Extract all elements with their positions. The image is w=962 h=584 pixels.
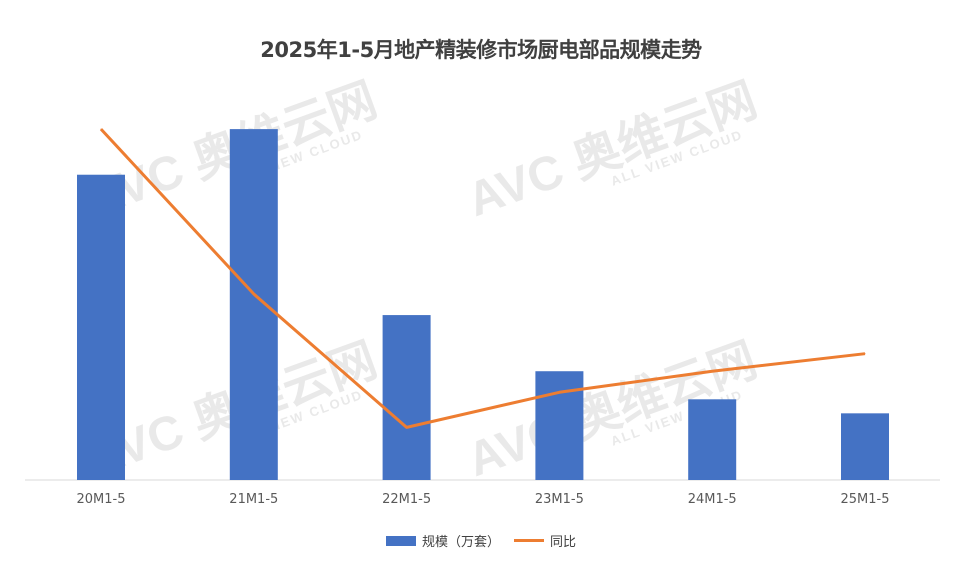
bar <box>229 129 278 480</box>
bar <box>535 371 584 480</box>
line-point <box>406 426 408 428</box>
line-point <box>100 128 102 130</box>
bar <box>841 413 889 480</box>
legend-label-bar: 规模（万套） <box>421 535 500 550</box>
x-tick-label: 21M1-5 <box>229 492 278 507</box>
x-tick-label: 20M1-5 <box>77 492 126 507</box>
x-tick-label: 24M1-5 <box>688 492 737 507</box>
bar <box>77 174 125 481</box>
bar <box>382 315 431 480</box>
chart-title: 2025年1-5月地产精装修市场厨电部品规模走势 <box>260 38 702 62</box>
line-series <box>99 128 866 429</box>
legend: 规模（万套） 同比 <box>0 531 962 550</box>
line-point <box>864 353 866 355</box>
bar <box>688 399 737 480</box>
line-point <box>253 293 255 295</box>
legend-swatch-line <box>514 539 544 542</box>
x-tick-label: 23M1-5 <box>535 492 584 507</box>
x-tick-label: 25M1-5 <box>841 492 890 507</box>
line-point <box>558 391 560 393</box>
line-point <box>711 370 713 372</box>
x-tick-label: 22M1-5 <box>382 492 431 507</box>
legend-label-line: 同比 <box>550 535 577 550</box>
legend-swatch-bar <box>385 535 416 546</box>
